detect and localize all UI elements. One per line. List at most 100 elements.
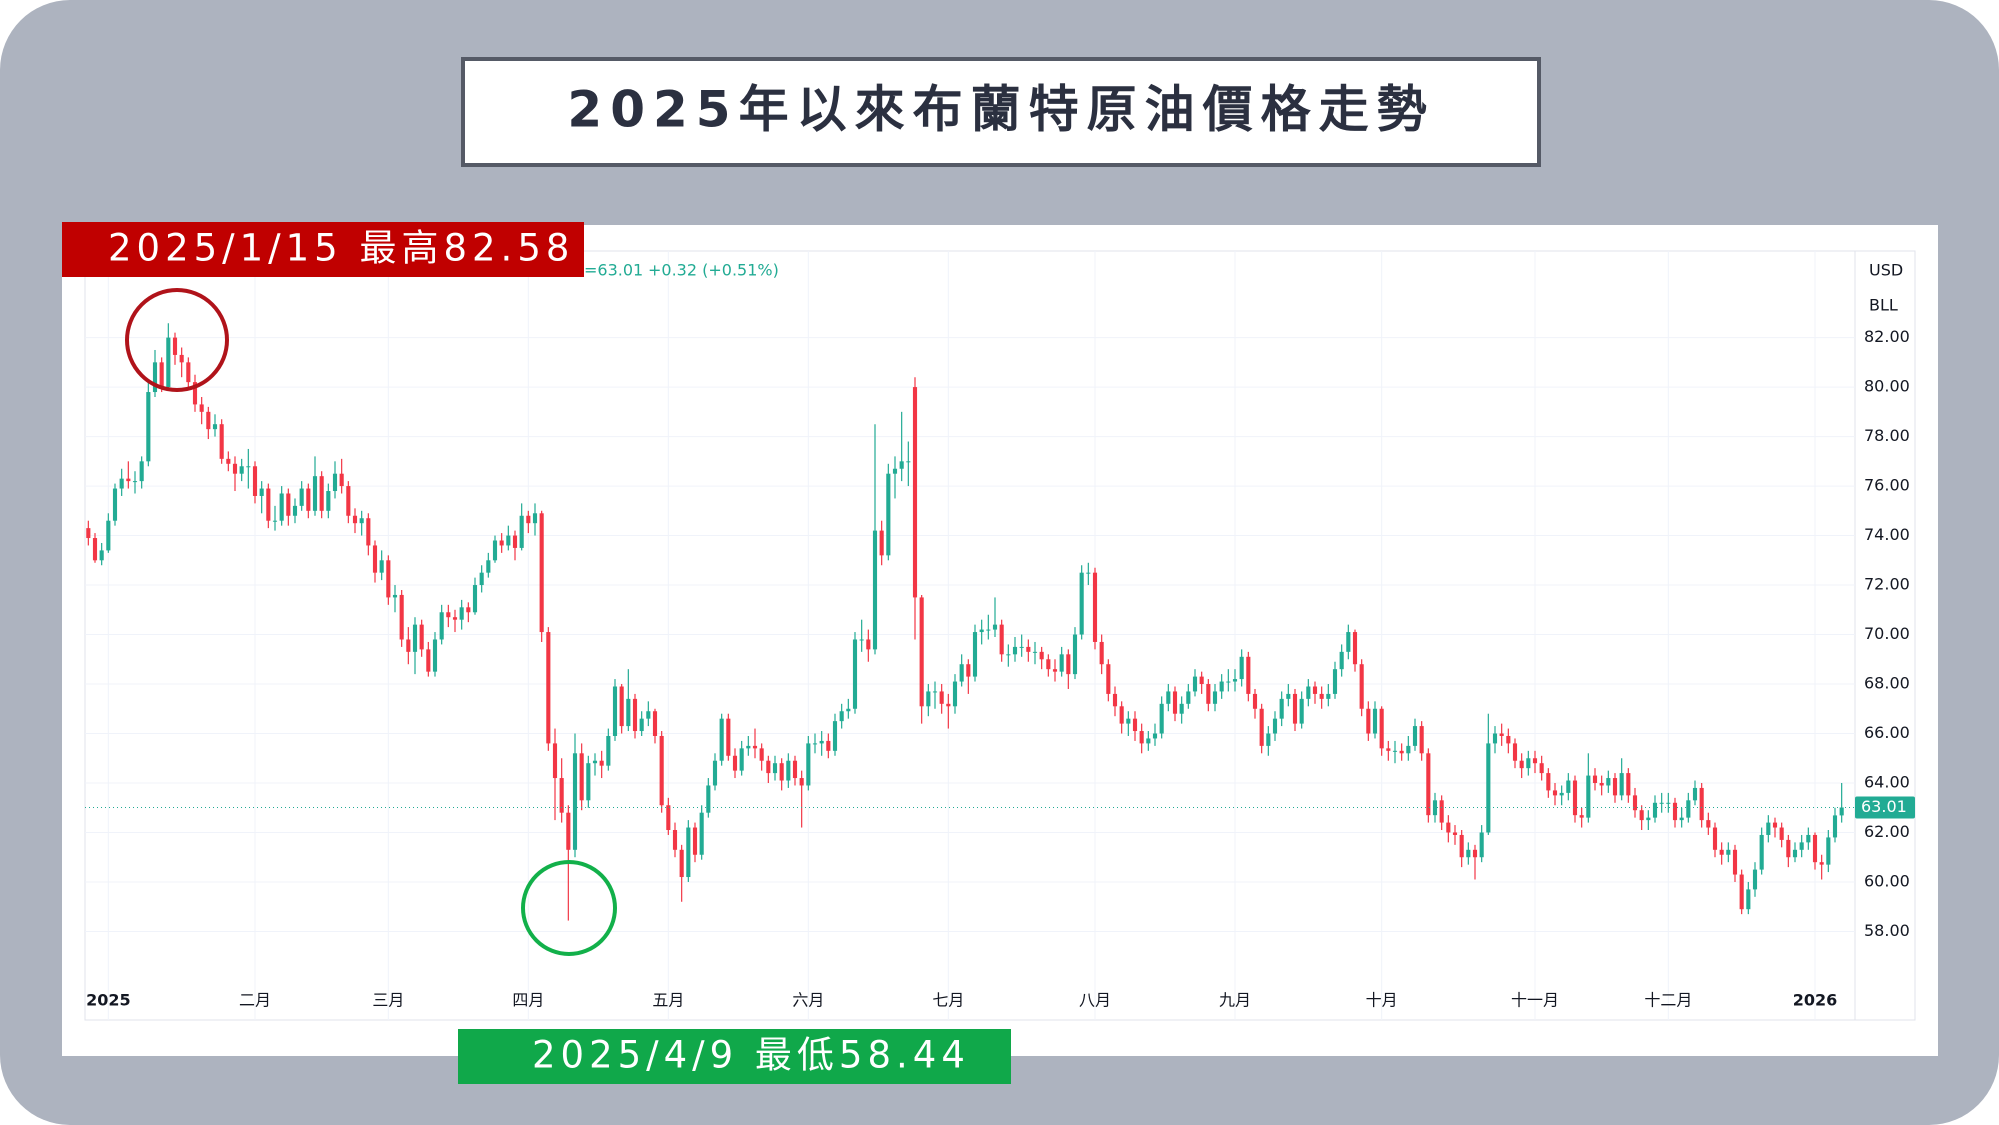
candle-body xyxy=(1459,834,1464,858)
candle-body xyxy=(1419,726,1424,754)
x-tick-label: 二月 xyxy=(239,991,271,1010)
candle-body xyxy=(139,461,144,482)
candle-body xyxy=(1699,787,1704,821)
x-tick-label: 九月 xyxy=(1219,991,1251,1010)
candle-body xyxy=(259,488,264,496)
candle-body xyxy=(1539,763,1544,774)
candle-body xyxy=(552,743,558,779)
candle-body xyxy=(1039,651,1044,660)
candle-body xyxy=(786,760,791,781)
candle-body xyxy=(986,629,991,631)
candle-body xyxy=(726,718,731,756)
candle-body xyxy=(1746,889,1751,910)
candle-body xyxy=(792,760,798,779)
candle-body xyxy=(1092,572,1098,642)
candle-body xyxy=(1792,849,1798,858)
annotation-text: 2025/1/15 最高82.58 xyxy=(108,227,574,270)
candle-body xyxy=(99,550,104,561)
candle-body xyxy=(966,664,971,677)
candle-body xyxy=(332,473,338,492)
candle-body xyxy=(366,518,371,546)
candle-body xyxy=(1686,800,1691,818)
candle-body xyxy=(1672,802,1678,821)
candle-body xyxy=(819,740,824,744)
annotation-text: 2025/4/9 最低58.44 xyxy=(532,1034,970,1077)
candle-body xyxy=(759,748,764,761)
candle-body xyxy=(1466,849,1471,858)
candle-body xyxy=(1606,778,1611,786)
candle-body xyxy=(719,718,724,761)
candle-body xyxy=(1106,664,1111,694)
candle-body xyxy=(379,560,384,573)
candle-body xyxy=(1066,654,1071,675)
candle-body xyxy=(1632,795,1638,811)
y-tick-label: 64.00 xyxy=(1864,772,1910,791)
last-price-tag xyxy=(1855,796,1915,819)
candle-body xyxy=(452,617,458,620)
candle-body xyxy=(1586,775,1591,818)
y-tick-label: 82.00 xyxy=(1864,327,1910,346)
candle-body xyxy=(1119,706,1124,724)
candle-body xyxy=(126,478,131,482)
candle-body xyxy=(1339,651,1344,670)
candle-body xyxy=(392,594,398,598)
candle-body xyxy=(659,735,664,806)
y-tick-label: 74.00 xyxy=(1864,525,1910,544)
candle-body xyxy=(1652,802,1658,818)
candle-body xyxy=(912,387,918,598)
candle-body xyxy=(1032,651,1038,653)
candle-body xyxy=(119,478,124,489)
candle-body xyxy=(1146,738,1151,744)
candle-body xyxy=(932,691,938,693)
candle-body xyxy=(692,827,698,855)
candle-body xyxy=(526,515,531,524)
x-tick-label: 十二月 xyxy=(1644,991,1692,1010)
candle-body xyxy=(306,488,311,511)
candle-body xyxy=(412,624,418,652)
candle-body xyxy=(1226,681,1231,683)
candle-body xyxy=(619,686,624,727)
candle-body xyxy=(1079,572,1084,635)
y-tick-label: 60.00 xyxy=(1864,871,1910,890)
chart-title: 2025年以來布蘭特原油價格走勢 xyxy=(567,81,1434,139)
candle-body xyxy=(1306,686,1311,699)
candle-body xyxy=(1279,698,1284,719)
candle-body xyxy=(992,624,998,630)
candle-body xyxy=(859,639,864,641)
candle-body xyxy=(532,513,538,524)
candle-body xyxy=(1026,646,1031,652)
candle-body xyxy=(166,337,171,388)
candle-body xyxy=(699,812,704,855)
candle-body xyxy=(1659,802,1664,804)
candle-body xyxy=(586,763,591,801)
candle-body xyxy=(1186,691,1191,704)
candle-body xyxy=(752,745,758,749)
candle-body xyxy=(1352,632,1358,665)
candle-body xyxy=(779,763,784,781)
candle-body xyxy=(346,486,351,516)
unit-label: BLL xyxy=(1869,296,1898,315)
candle-body xyxy=(1239,656,1244,680)
candle-body xyxy=(272,520,278,522)
candle-body xyxy=(846,708,851,712)
candle-body xyxy=(1599,782,1604,786)
candle-body xyxy=(506,535,511,546)
candle-body xyxy=(472,585,478,613)
candle-body xyxy=(952,681,958,707)
candle-body xyxy=(426,649,431,672)
candle-body xyxy=(972,632,978,677)
candle-body xyxy=(1159,703,1164,734)
candle-body xyxy=(1592,775,1598,783)
candle-body xyxy=(732,755,738,771)
candle-body xyxy=(666,805,671,831)
candle-body xyxy=(1499,733,1504,736)
candle-body xyxy=(1406,745,1411,754)
candle-body xyxy=(826,740,831,751)
candle-body xyxy=(372,545,378,573)
y-tick-label: 80.00 xyxy=(1864,377,1910,396)
candle-body xyxy=(746,745,751,749)
candle-body xyxy=(892,468,898,474)
candle-body xyxy=(192,382,198,405)
candle-body xyxy=(299,488,304,506)
